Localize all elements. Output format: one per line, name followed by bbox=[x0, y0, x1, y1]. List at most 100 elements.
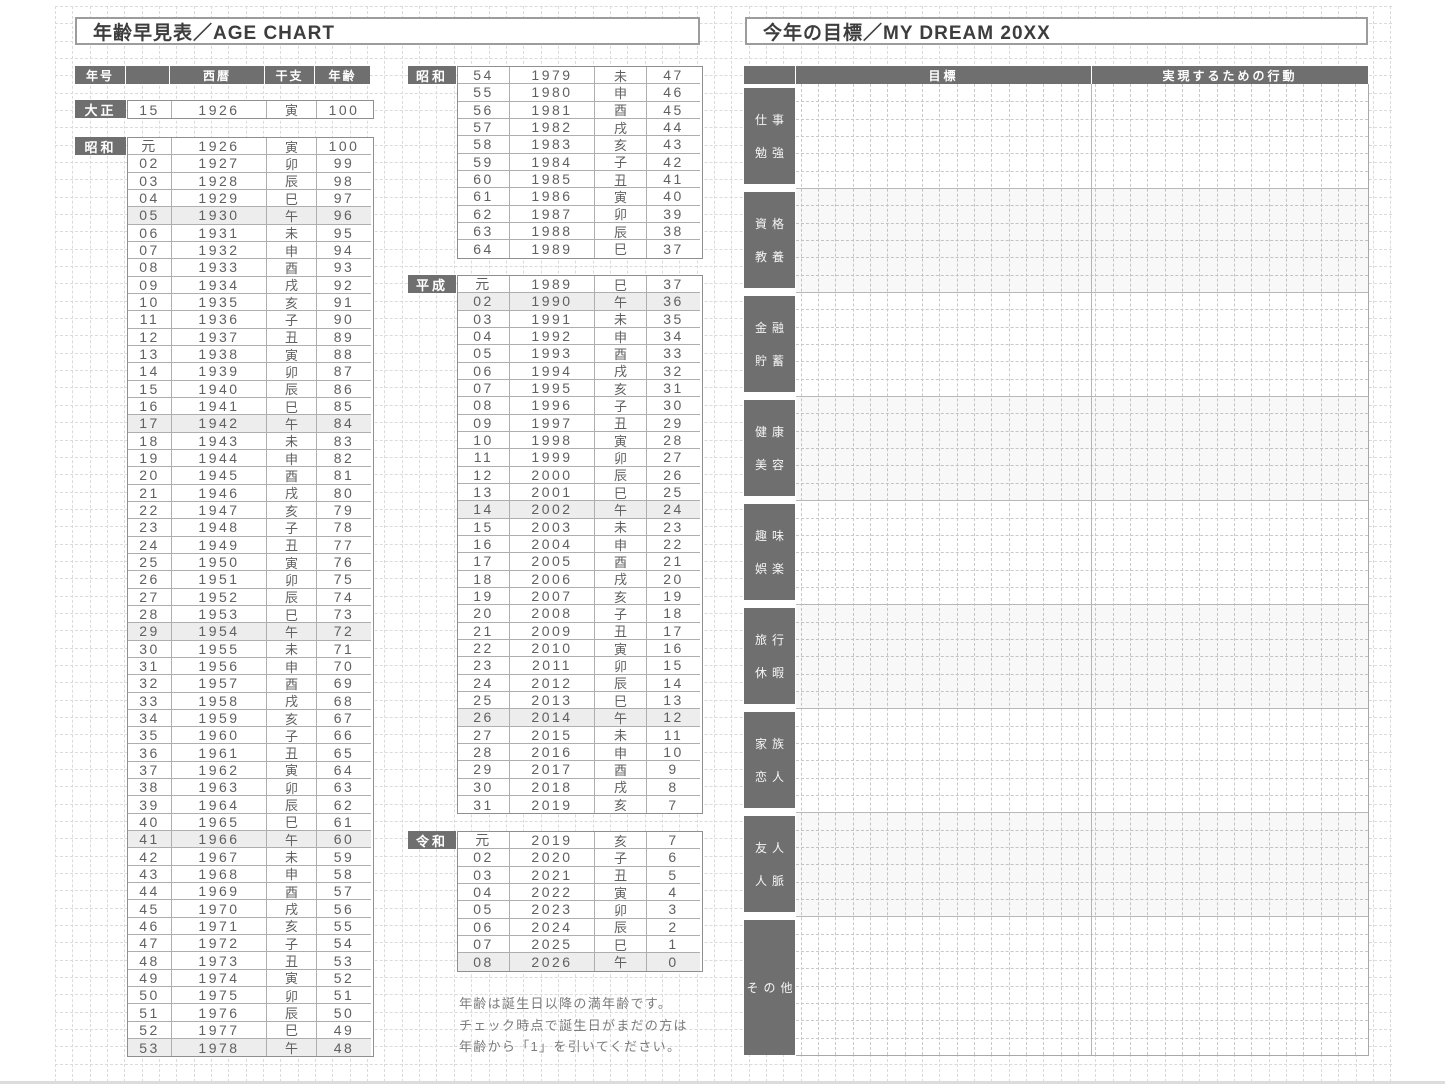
age-cell: 1996 bbox=[510, 397, 595, 415]
age-cell: 寅 bbox=[267, 138, 317, 156]
age-cell: 1967 bbox=[172, 848, 267, 866]
age-cell: 32 bbox=[647, 362, 700, 380]
era-label-reiwa: 令和 bbox=[408, 831, 456, 849]
grid-line bbox=[1147, 84, 1149, 1055]
age-cell: 子 bbox=[595, 153, 647, 171]
age-cell: 卯 bbox=[267, 155, 317, 173]
age-cell: 1936 bbox=[172, 311, 267, 329]
age-cell: 1941 bbox=[172, 397, 267, 416]
grid-line bbox=[796, 517, 1368, 519]
age-cell: 21 bbox=[458, 622, 510, 640]
age-cell: 02 bbox=[128, 155, 172, 173]
age-cell: 2005 bbox=[510, 553, 595, 571]
grid-line bbox=[796, 968, 1368, 970]
grid-line bbox=[852, 84, 854, 1055]
goal-action-divider bbox=[1091, 84, 1092, 1055]
age-cell: 1939 bbox=[172, 363, 267, 381]
age-cell: 05 bbox=[458, 345, 510, 363]
age-cell: 27 bbox=[647, 449, 700, 467]
age-cell: 06 bbox=[128, 224, 172, 242]
age-cell: 未 bbox=[595, 518, 647, 536]
age-cell: 巳 bbox=[267, 397, 317, 416]
era-label-heisei: 平成 bbox=[408, 275, 456, 293]
age-cell: 寅 bbox=[267, 761, 317, 780]
grid-line bbox=[796, 569, 1368, 571]
age-cell: 2017 bbox=[510, 761, 595, 779]
age-cell: 2 bbox=[647, 918, 700, 936]
dream-title: 今年の目標／MY DREAM 20XX bbox=[763, 22, 1051, 44]
age-cell: 1991 bbox=[510, 310, 595, 328]
age-cell: 49 bbox=[128, 969, 172, 988]
grid-line bbox=[796, 482, 1368, 484]
note-line: 年齢から「1」を引いてください。 bbox=[459, 1039, 682, 1054]
grid-line bbox=[55, 890, 1392, 892]
grid-line bbox=[796, 1037, 1368, 1039]
category-label: 仕事 bbox=[754, 113, 789, 127]
age-cell: 子 bbox=[595, 397, 647, 415]
category-3: 金融 貯蓄 bbox=[744, 296, 795, 392]
grid-line bbox=[991, 84, 993, 1055]
grid-line bbox=[55, 751, 1392, 753]
grid-line bbox=[1268, 84, 1270, 1055]
age-cell: 05 bbox=[458, 901, 510, 919]
age-cell: 辰 bbox=[267, 380, 317, 398]
age-cell: 戌 bbox=[267, 692, 317, 710]
grid-line bbox=[904, 84, 906, 1055]
age-cell: 亥 bbox=[595, 795, 647, 814]
age-cell: 2022 bbox=[510, 883, 595, 902]
grid-line bbox=[796, 309, 1368, 311]
grid-line bbox=[55, 682, 1392, 684]
age-cell: 64 bbox=[317, 761, 371, 780]
age-cell: 63 bbox=[458, 222, 510, 241]
age-cell: 14 bbox=[647, 674, 700, 692]
header-cell-year: 西暦 bbox=[170, 66, 265, 84]
grid-line bbox=[55, 1063, 1392, 1065]
age-cell: 6 bbox=[647, 849, 700, 867]
age-cell: 1959 bbox=[172, 709, 267, 728]
age-cell: 60 bbox=[458, 170, 510, 189]
age-cell: 申 bbox=[595, 743, 647, 762]
age-cell: 20 bbox=[128, 467, 172, 485]
age-cell: 34 bbox=[647, 327, 700, 346]
grid-line bbox=[55, 491, 1392, 493]
grid-line bbox=[1338, 84, 1340, 1055]
age-cell: 58 bbox=[458, 136, 510, 154]
grid-line bbox=[55, 196, 1392, 198]
dream-section-5 bbox=[796, 500, 1368, 605]
grid-line bbox=[796, 586, 1368, 588]
age-cell: 31 bbox=[647, 379, 700, 398]
age-cell: 13 bbox=[458, 483, 510, 502]
age-cell: 15 bbox=[647, 657, 700, 675]
grid-line bbox=[796, 829, 1368, 831]
age-cell: 2023 bbox=[510, 901, 595, 919]
category-4: 健康 美容 bbox=[744, 400, 795, 496]
grid-line bbox=[55, 110, 1392, 112]
age-cell: 寅 bbox=[267, 101, 317, 119]
grid-line bbox=[796, 881, 1368, 883]
age-cell: 2003 bbox=[510, 518, 595, 536]
age-cell: 70 bbox=[317, 657, 371, 676]
grid-line bbox=[55, 75, 1392, 77]
grid-line bbox=[55, 300, 1392, 302]
age-cell: 100 bbox=[317, 138, 371, 156]
age-block-heisei: 元 1989 巳 37 02 1990 午 36 03 1991 未 35 04 1992 申 34 05 199… bbox=[457, 275, 703, 815]
age-cell: 巳 bbox=[267, 189, 317, 208]
age-cell: 25 bbox=[128, 553, 172, 572]
age-cell: 73 bbox=[317, 605, 371, 624]
age-cell: 2008 bbox=[510, 605, 595, 623]
age-cell: 2024 bbox=[510, 918, 595, 936]
age-cell: 丑 bbox=[595, 414, 647, 432]
grid-line bbox=[55, 1046, 1392, 1048]
age-cell: 酉 bbox=[267, 883, 317, 901]
age-cell: 1953 bbox=[172, 605, 267, 624]
age-cell: 81 bbox=[317, 467, 371, 485]
age-cell: 07 bbox=[458, 379, 510, 398]
age-cell: 15 bbox=[128, 380, 172, 398]
grid-line bbox=[817, 84, 819, 1055]
age-cell: 元 bbox=[128, 138, 172, 156]
age-cell: 47 bbox=[647, 67, 700, 85]
dream-title-box: 今年の目標／MY DREAM 20XX bbox=[745, 17, 1368, 45]
age-cell: 76 bbox=[317, 553, 371, 572]
age-cell: 1973 bbox=[172, 952, 267, 970]
dream-header-action: 実現するための行動 bbox=[1092, 66, 1368, 84]
